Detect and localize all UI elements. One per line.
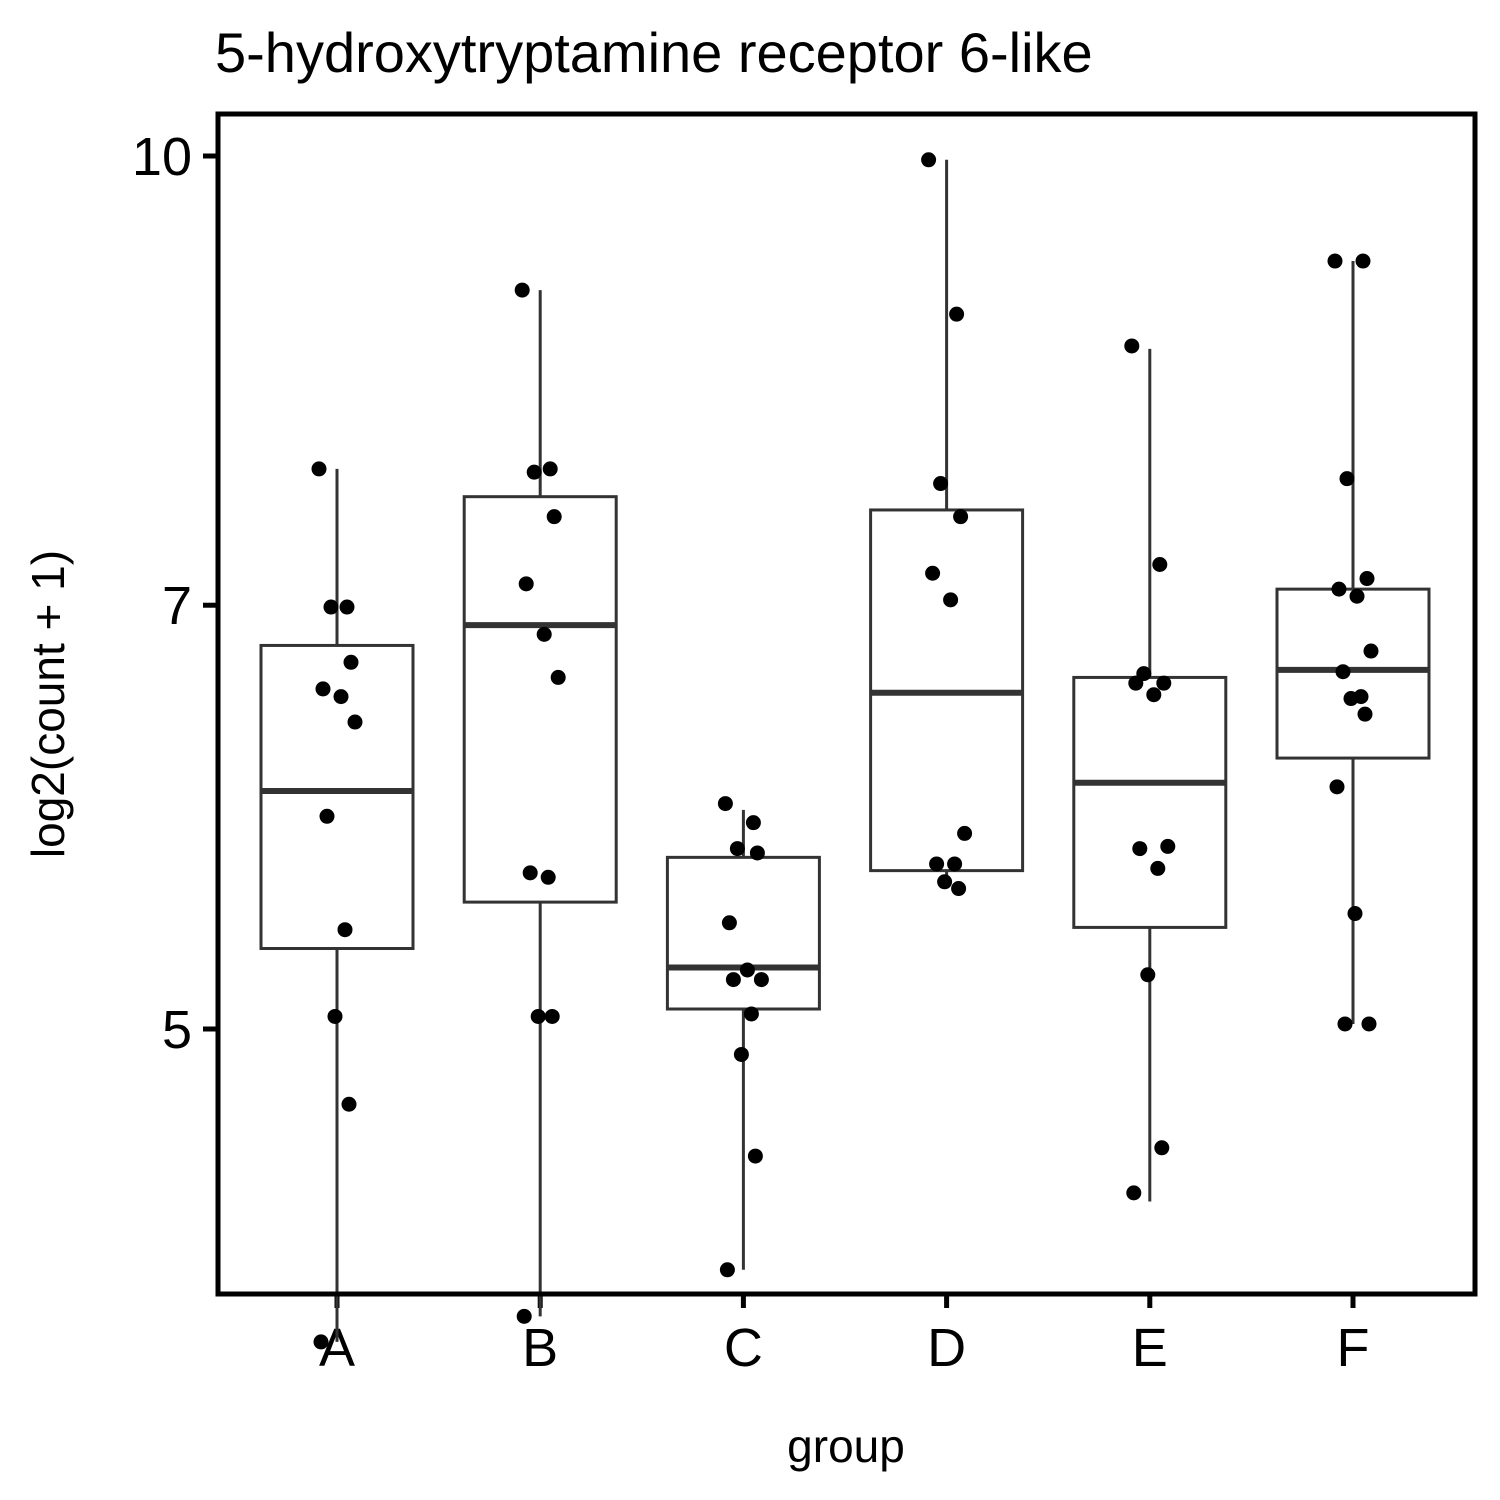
data-point-B: [536, 626, 552, 642]
box-B: [462, 290, 618, 1317]
data-point-B: [514, 282, 530, 298]
data-point-D: [937, 874, 953, 890]
data-point-D: [925, 565, 941, 581]
data-point-B: [516, 1308, 532, 1324]
data-point-F: [1357, 706, 1373, 722]
data-point-D: [953, 509, 969, 525]
data-point-A: [327, 1008, 343, 1024]
data-point-B: [530, 1008, 546, 1024]
chart-title: 5-hydroxytryptamine receptor 6-like: [215, 21, 1093, 84]
data-point-B: [540, 869, 556, 885]
data-point-A: [343, 654, 359, 670]
data-point-A: [341, 1096, 357, 1112]
data-point-D: [949, 306, 965, 322]
data-point-D: [947, 856, 963, 872]
data-point-A: [313, 1334, 329, 1350]
data-point-F: [1343, 691, 1359, 707]
data-point-F: [1337, 1016, 1353, 1032]
data-point-A: [339, 599, 355, 615]
data-point-D: [951, 881, 967, 897]
iqr-box: [462, 495, 618, 904]
box-F: [1275, 261, 1431, 1024]
data-point-C: [753, 972, 769, 988]
data-point-C: [729, 841, 745, 857]
data-point-E: [1150, 860, 1166, 876]
x-tick-label: F: [1337, 1318, 1370, 1378]
data-point-B: [550, 669, 566, 685]
data-point-E: [1124, 338, 1140, 354]
data-point-C: [745, 815, 761, 831]
data-point-D: [943, 592, 959, 608]
data-point-F: [1331, 581, 1347, 597]
data-point-B: [546, 509, 562, 525]
data-point-F: [1359, 571, 1375, 587]
data-point-C: [743, 1006, 759, 1022]
data-point-C: [747, 1148, 763, 1164]
data-point-C: [749, 845, 765, 861]
data-point-F: [1329, 779, 1345, 795]
data-point-E: [1146, 687, 1162, 703]
x-tick-label: D: [927, 1318, 966, 1378]
data-point-E: [1156, 675, 1172, 691]
x-axis-title: group: [787, 1420, 905, 1472]
data-point-C: [733, 1046, 749, 1062]
data-point-F: [1349, 588, 1365, 604]
data-point-E: [1160, 838, 1176, 854]
data-point-E: [1152, 557, 1168, 573]
y-tick-label: 5: [162, 1000, 192, 1060]
data-point-A: [311, 461, 327, 477]
data-point-C: [721, 915, 737, 931]
data-point-D: [957, 825, 973, 841]
plot-panel-border: [215, 111, 1478, 1297]
data-point-C: [725, 972, 741, 988]
x-tick-label: B: [522, 1318, 558, 1378]
data-point-F: [1363, 643, 1379, 659]
data-point-F: [1339, 471, 1355, 487]
data-point-E: [1154, 1140, 1170, 1156]
data-point-C: [739, 962, 755, 978]
data-point-F: [1335, 664, 1351, 680]
data-point-D: [929, 856, 945, 872]
data-point-A: [337, 922, 353, 938]
box-A: [259, 468, 415, 1342]
data-point-E: [1126, 1185, 1142, 1201]
iqr-box: [1072, 675, 1228, 929]
y-tick-label: 10: [132, 127, 192, 187]
data-point-B: [522, 865, 538, 881]
data-point-F: [1347, 906, 1363, 922]
data-point-E: [1140, 967, 1156, 983]
data-point-F: [1355, 253, 1371, 269]
data-point-B: [526, 464, 542, 480]
data-point-A: [319, 808, 335, 824]
data-point-A: [323, 599, 339, 615]
iqr-box: [665, 855, 821, 1011]
data-point-A: [333, 689, 349, 705]
box-E: [1072, 348, 1228, 1202]
data-point-C: [717, 796, 733, 812]
data-point-C: [719, 1262, 735, 1278]
box-D: [869, 159, 1025, 885]
data-point-E: [1132, 841, 1148, 857]
data-point-B: [542, 461, 558, 477]
y-axis-title: log2(count + 1): [22, 550, 74, 858]
data-point-A: [315, 681, 331, 697]
iqr-box: [1275, 587, 1431, 760]
data-point-B: [544, 1008, 560, 1024]
data-point-B: [518, 576, 534, 592]
x-tick-label: E: [1132, 1318, 1168, 1378]
data-point-D: [933, 476, 949, 492]
x-tick-label: C: [724, 1318, 763, 1378]
data-point-A: [347, 714, 363, 730]
data-point-F: [1327, 253, 1343, 269]
box-C: [665, 809, 821, 1270]
data-point-D: [921, 152, 937, 168]
data-point-F: [1361, 1016, 1377, 1032]
y-tick-label: 7: [162, 576, 192, 636]
data-point-E: [1128, 675, 1144, 691]
